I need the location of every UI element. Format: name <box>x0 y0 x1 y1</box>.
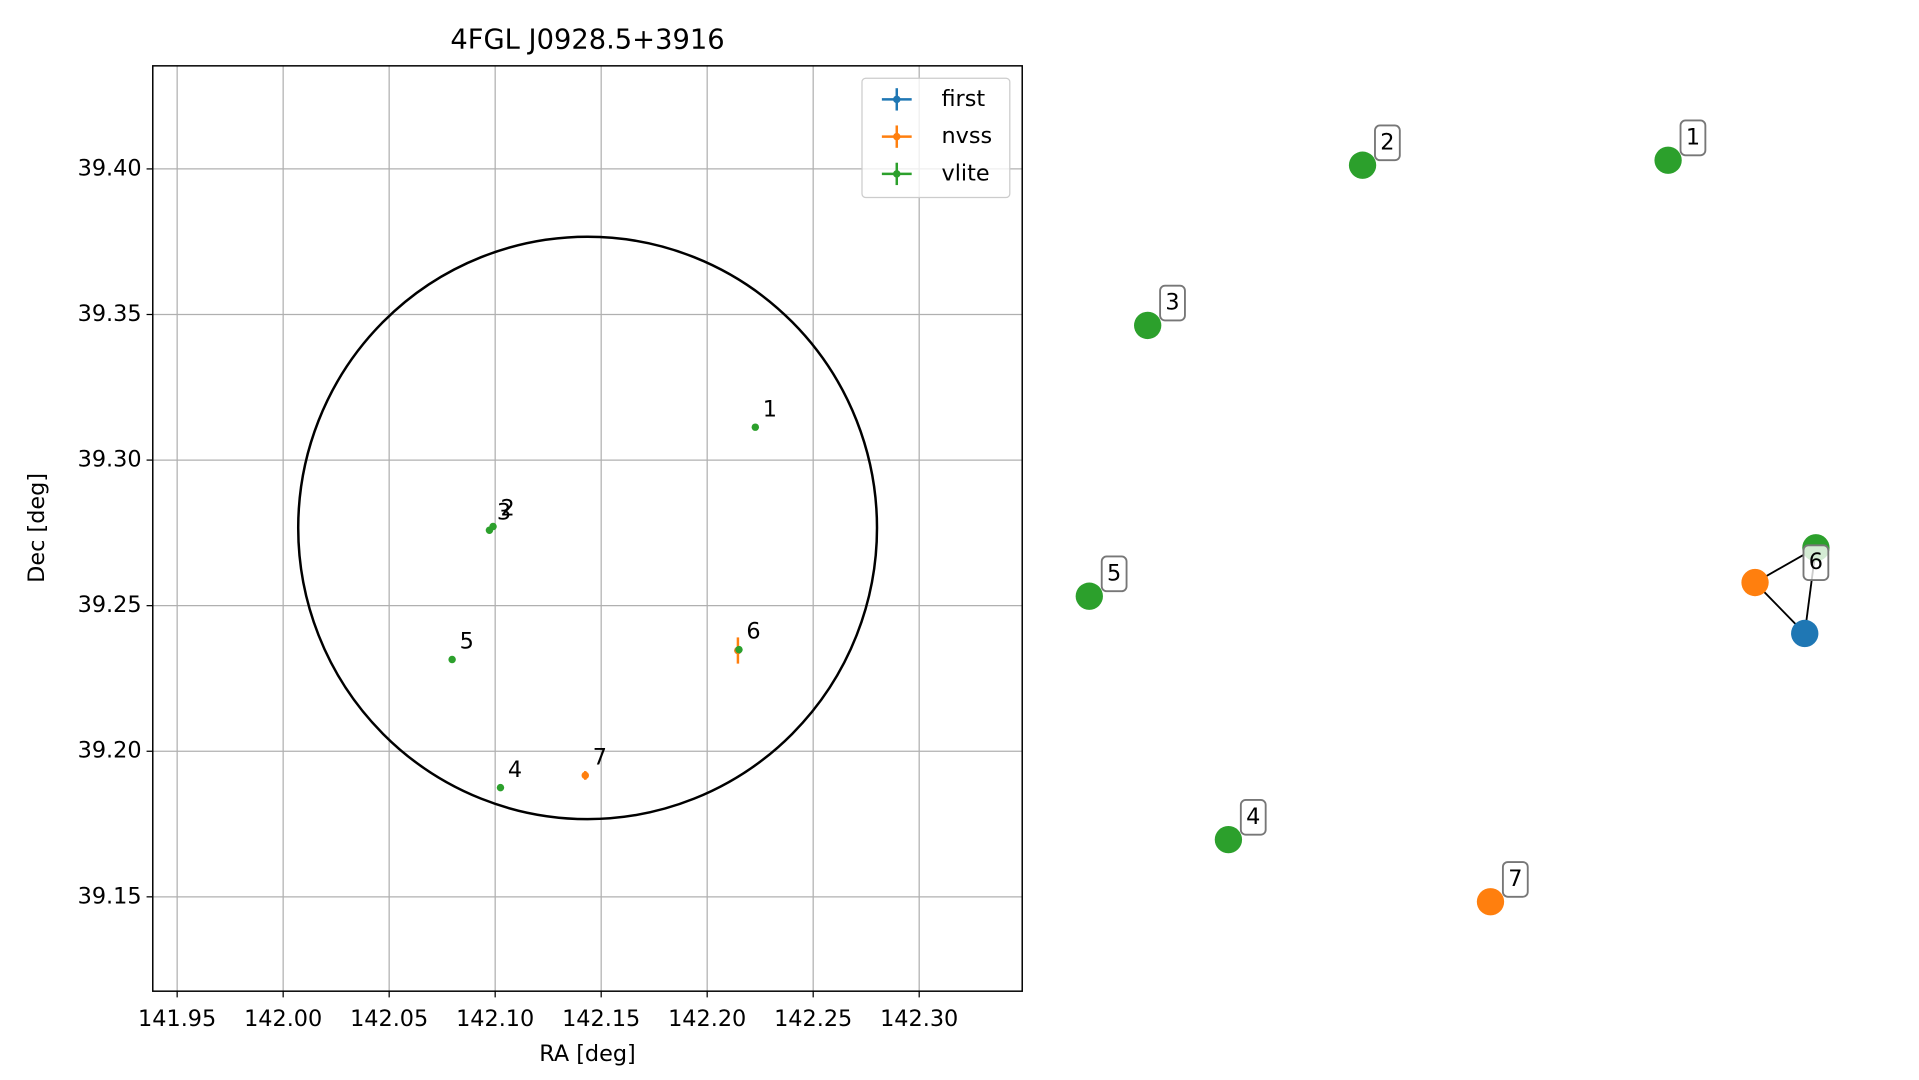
y-axis-label: Dec [deg] <box>24 473 50 583</box>
node-label: 7 <box>1508 866 1522 892</box>
y-tick-label: 39.30 <box>78 447 142 473</box>
node <box>1654 146 1682 174</box>
point-label: 6 <box>746 619 760 645</box>
node <box>1134 311 1162 340</box>
point-label: 2 <box>501 496 515 522</box>
point <box>735 645 743 654</box>
node-label: 6 <box>1809 549 1823 575</box>
point <box>485 526 494 534</box>
x-tick-label: 142.25 <box>774 1006 852 1032</box>
point-label: 1 <box>763 396 777 422</box>
node-label: 2 <box>1380 129 1394 155</box>
chart-title: 4FGL J0928.5+3916 <box>450 24 724 55</box>
y-tick-label: 39.40 <box>78 155 142 181</box>
legend: first nvss vlite <box>861 77 1011 199</box>
x-tick-label: 141.95 <box>138 1006 216 1032</box>
legend-marker <box>893 170 901 178</box>
region-circle <box>296 235 879 821</box>
node-label: 5 <box>1107 560 1121 586</box>
y-tick-label: 39.20 <box>78 738 142 764</box>
legend-label: vlite <box>941 160 989 186</box>
plot-area: 141.95 142.00 142.05 142.10 142.15 142.20 142.… <box>78 65 1023 1032</box>
node-label-box <box>1159 284 1186 322</box>
node-label-box <box>1679 119 1707 157</box>
legend-label: first <box>941 86 985 112</box>
point-label: 4 <box>508 757 522 783</box>
legend-box <box>861 77 1011 199</box>
node <box>1476 888 1505 916</box>
x-tick-label: 142.10 <box>456 1006 534 1032</box>
node <box>1214 825 1243 854</box>
x-tick-label: 142.20 <box>668 1006 746 1032</box>
x-tick-label: 142.30 <box>880 1006 958 1032</box>
graph-area: 1 2 3 5 4 7 6 <box>1075 119 1830 916</box>
x-tick-label: 142.15 <box>562 1006 640 1032</box>
node-label: 4 <box>1246 804 1260 830</box>
node <box>1741 568 1769 597</box>
node-label-box <box>1100 555 1128 593</box>
y-tick-label: 39.15 <box>78 883 142 909</box>
axes-frame <box>152 65 1023 992</box>
point <box>751 423 760 431</box>
legend-label: nvss <box>941 123 992 149</box>
legend-marker <box>893 95 901 104</box>
point-label: 7 <box>593 745 607 771</box>
node-label-box <box>1802 544 1830 581</box>
point-label: 5 <box>460 629 474 655</box>
node-label-box <box>1374 124 1401 162</box>
y-tick-label: 39.25 <box>78 592 142 618</box>
node-label: 3 <box>1165 290 1179 316</box>
node-label-box <box>1239 798 1267 836</box>
node-label: 1 <box>1686 124 1700 150</box>
node <box>1791 619 1819 648</box>
x-axis-label: RA [deg] <box>539 1041 636 1067</box>
node-label-box <box>1501 861 1529 898</box>
point <box>496 783 505 792</box>
x-tick-label: 142.00 <box>244 1006 322 1032</box>
x-tick-label: 142.05 <box>350 1006 428 1032</box>
y-tick-label: 39.35 <box>78 301 142 327</box>
node <box>1348 151 1377 179</box>
point <box>581 771 589 780</box>
point <box>448 655 456 664</box>
node <box>1075 582 1103 610</box>
point-label: 3 <box>497 499 511 525</box>
legend-marker <box>893 132 901 141</box>
